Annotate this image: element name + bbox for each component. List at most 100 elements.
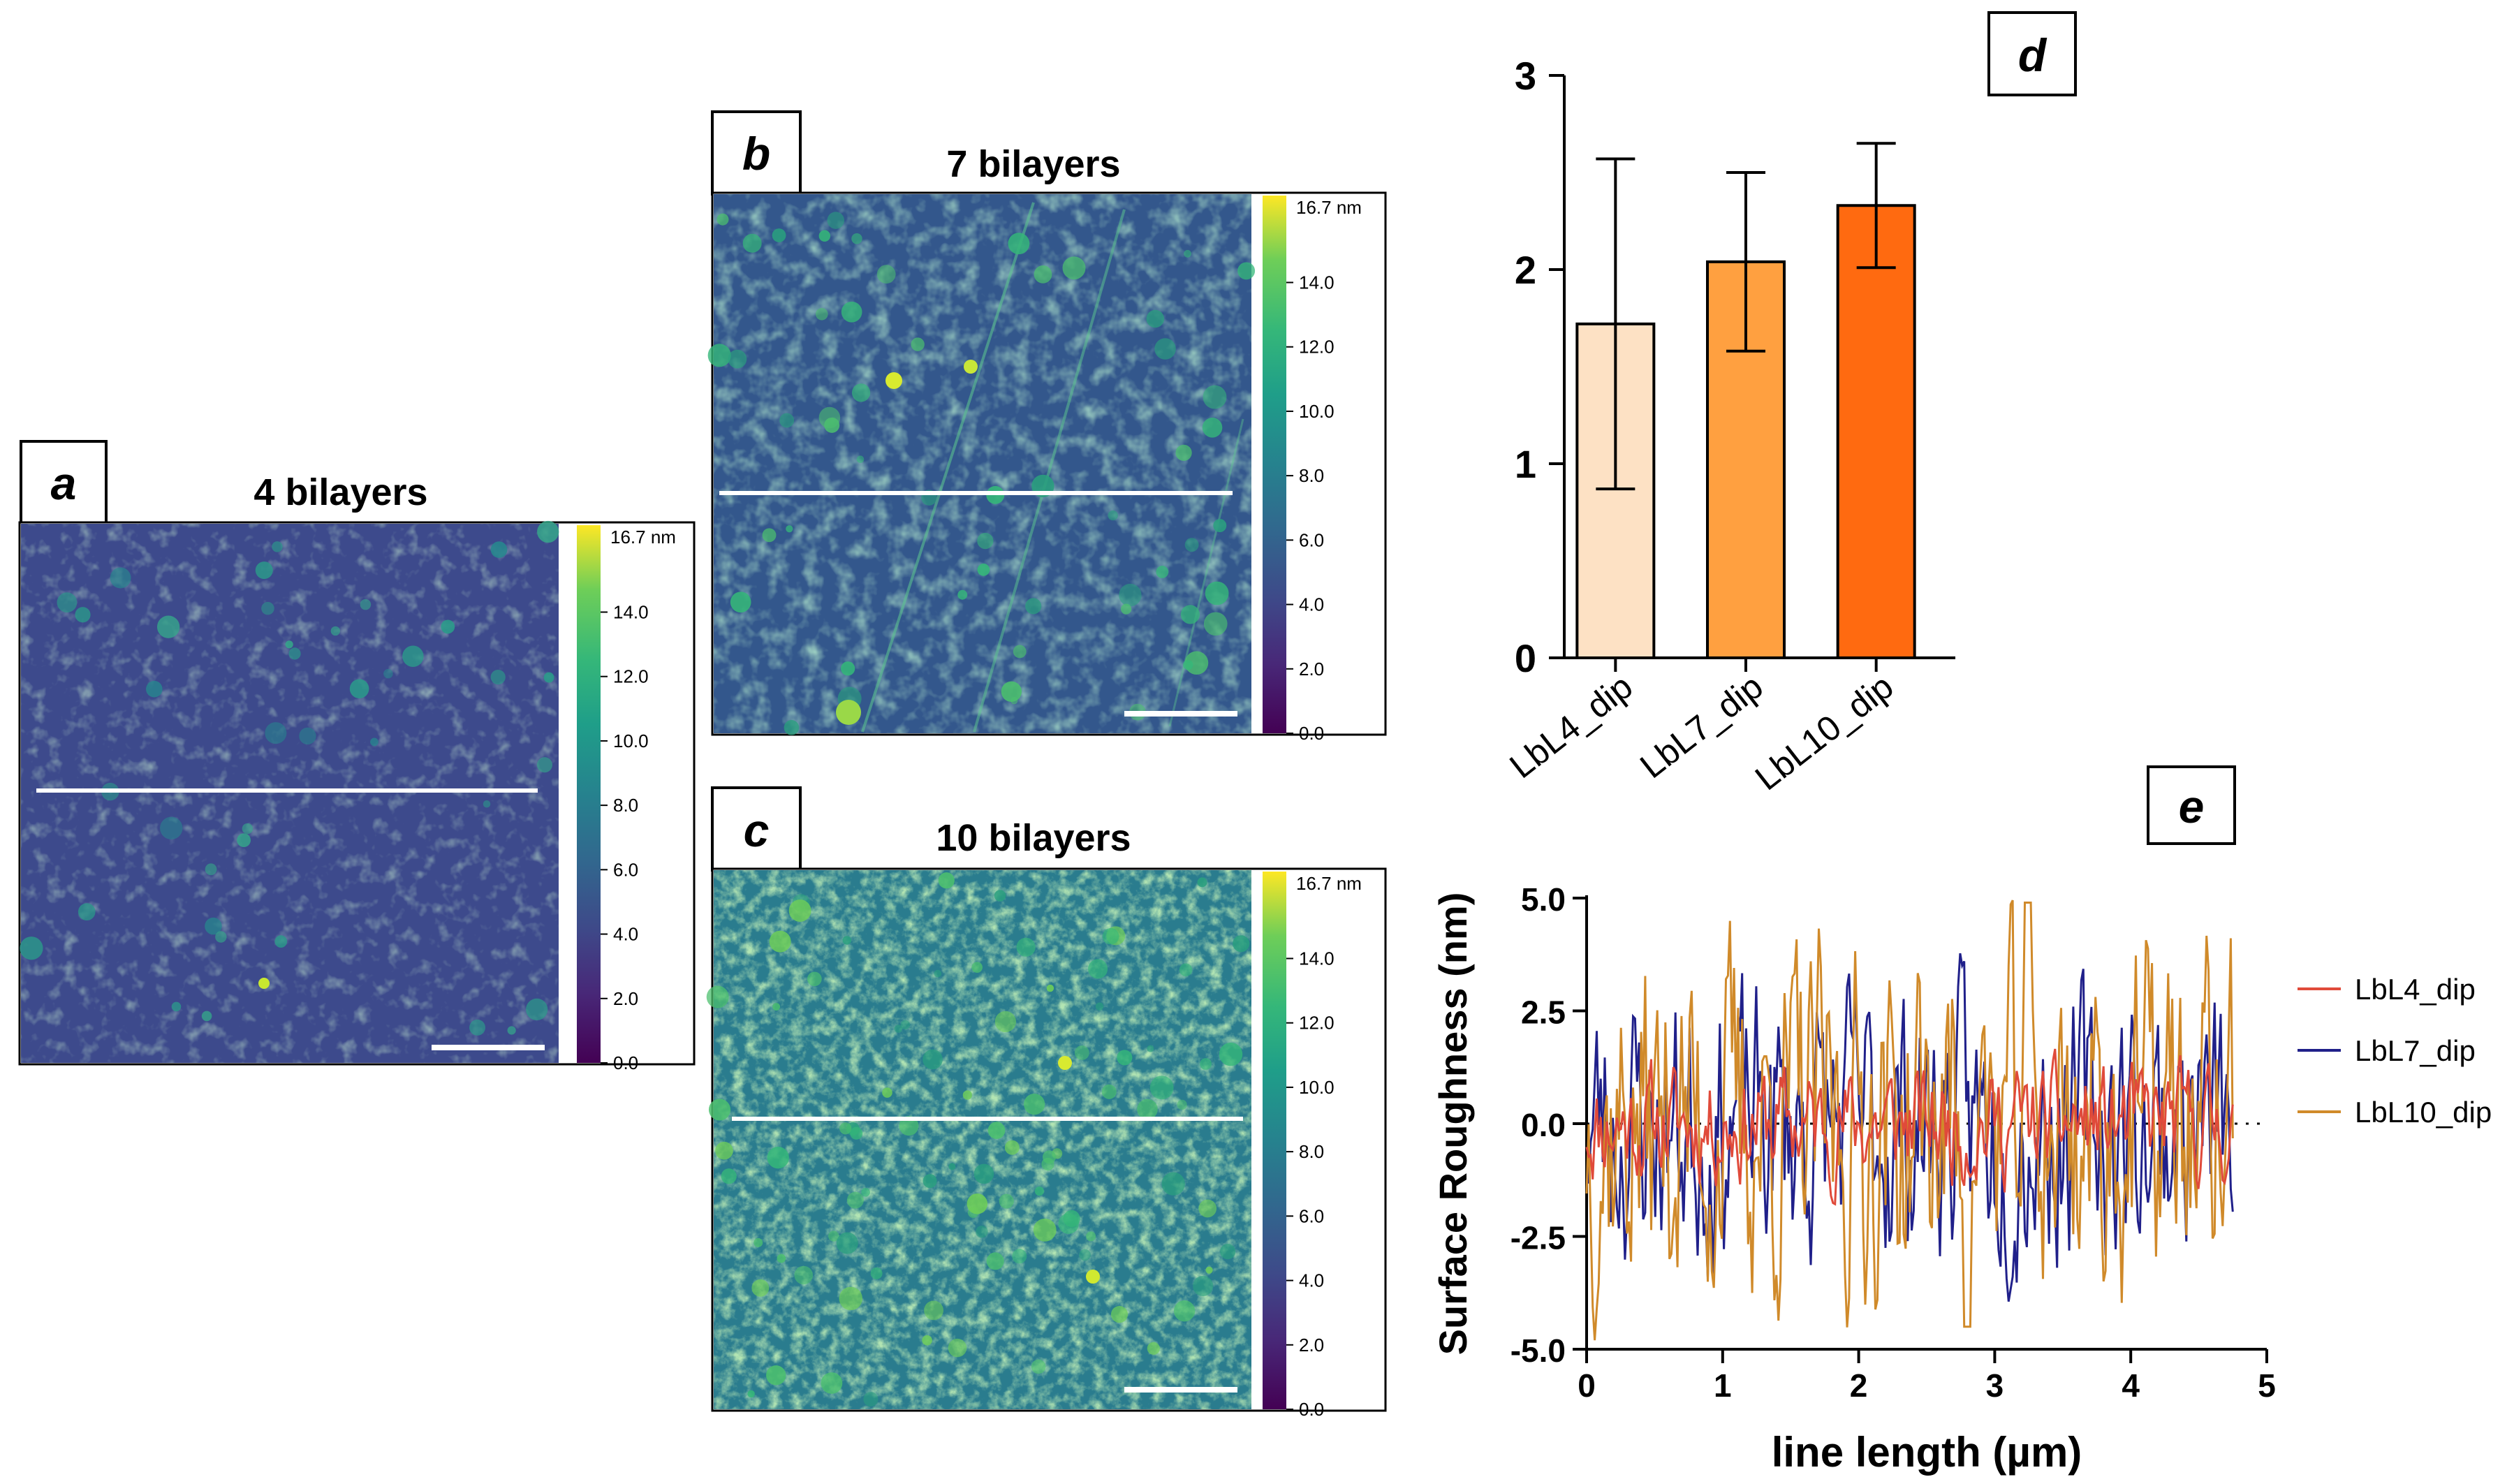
colorbar-tick-label: 14.0: [1299, 948, 1335, 969]
afm-feature: [1198, 1199, 1217, 1218]
colorbar-tick-label: 2.0: [613, 988, 638, 1009]
afm-feature: [1203, 385, 1227, 409]
afm-feature: [536, 757, 552, 773]
afm-feature: [815, 307, 828, 321]
colorbar-tick-label: 8.0: [1299, 465, 1324, 486]
colorbar-c: 16.7 nm 14.0 12.0 10.0 8.0 6.0 4.0 2.0 0.0: [1263, 872, 1362, 1420]
panel-a-letter-box: [20, 440, 108, 525]
colorbar-tick-label: 10.0: [1299, 1077, 1335, 1098]
x-tick-label: 3: [1986, 1367, 2004, 1404]
afm-feature: [146, 680, 163, 698]
afm-feature: [841, 301, 862, 323]
colorbar-tick-label: 12.0: [613, 666, 649, 687]
afm-feature: [730, 592, 751, 613]
afm-feature: [818, 230, 831, 242]
afm-feature: [1046, 984, 1054, 992]
afm-feature: [1156, 566, 1169, 578]
afm-feature: [255, 561, 273, 580]
afm-feature: [715, 1141, 733, 1160]
afm-feature: [769, 930, 791, 953]
afm-feature: [274, 935, 288, 948]
afm-feature: [402, 645, 424, 667]
colorbar-max-label: 16.7 nm: [610, 527, 676, 548]
panel-b-title: 7 bilayers: [946, 143, 1120, 185]
afm-feature: [507, 1026, 516, 1035]
afm-feature: [807, 971, 822, 987]
afm-feature: [1079, 1249, 1091, 1261]
afm-feature: [1233, 935, 1250, 953]
afm-feature: [1147, 1045, 1154, 1052]
afm-feature: [1016, 937, 1036, 957]
afm-feature: [856, 455, 865, 464]
afm-feature: [911, 337, 925, 351]
afm-feature: [1147, 1342, 1160, 1355]
afm-feature: [1010, 696, 1018, 705]
x-tick-label: 1: [1714, 1367, 1732, 1404]
afm-feature: [938, 872, 955, 889]
colorbar-a: 16.7 nm 14.0 12.0 10.0 8.0 6.0 4.0 2.0 0.0: [577, 525, 676, 1073]
afm-feature: [828, 1230, 839, 1242]
afm-feature: [1183, 659, 1193, 670]
afm-feature: [1177, 1099, 1187, 1110]
colorbar-tick-label: 2.0: [1299, 1335, 1324, 1356]
panel-d-letter: d: [2018, 29, 2048, 81]
afm-feature: [1197, 877, 1207, 888]
afm-feature: [994, 890, 1006, 902]
afm-feature: [1180, 605, 1200, 624]
series-LbL10_dip: [1585, 899, 2234, 1341]
panel-e-letter: e: [2179, 781, 2205, 832]
afm-feature: [747, 1390, 755, 1398]
afm-feature: [850, 1126, 863, 1140]
afm-feature: [1205, 1266, 1213, 1274]
afm-feature: [788, 899, 811, 922]
afm-feature: [786, 525, 793, 533]
afm-feature: [205, 863, 217, 876]
afm-feature: [156, 615, 180, 638]
colorbar-tick-label: 14.0: [1299, 272, 1335, 293]
afm-feature: [1108, 510, 1118, 521]
afm-feature: [265, 722, 287, 744]
afm-feature: [861, 1187, 870, 1197]
afm-feature: [772, 1003, 781, 1011]
afm-feature: [839, 1122, 852, 1135]
panel-b-letter: b: [742, 128, 770, 179]
afm-feature: [1033, 1218, 1057, 1242]
colorbar-max-label: 16.7 nm: [1296, 197, 1362, 218]
afm-feature: [962, 1090, 972, 1100]
afm-feature: [948, 1163, 956, 1170]
x-tick-label: LbL4_dip: [1502, 667, 1640, 786]
afm-feature: [1086, 1270, 1100, 1284]
afm-feature: [171, 1001, 182, 1012]
afm-feature: [1110, 1306, 1129, 1323]
afm-feature: [1161, 1172, 1185, 1196]
afm-feature: [285, 640, 293, 649]
afm-feature: [762, 528, 777, 543]
afm-feature: [964, 360, 978, 374]
afm-feature: [794, 1265, 814, 1285]
afm-feature: [201, 1011, 212, 1022]
afm-feature: [1237, 262, 1256, 280]
afm-feature: [1025, 598, 1042, 615]
afm-feature: [863, 1392, 879, 1407]
afm-feature: [777, 1254, 786, 1263]
afm-feature: [784, 720, 800, 735]
bar-LbL10_dip: [1836, 204, 1916, 659]
afm-feature: [922, 1335, 932, 1346]
panel-e-letter-box: [2147, 765, 2236, 845]
afm-feature: [885, 372, 902, 389]
x-tick-label: 5: [2258, 1367, 2276, 1404]
colorbar-tick-label: 8.0: [1299, 1141, 1324, 1162]
afm-feature: [827, 212, 845, 229]
y-tick-label: -2.5: [1510, 1220, 1566, 1256]
afm-feature: [1149, 1075, 1174, 1100]
afm-image-a: [20, 520, 559, 1063]
afm-feature: [977, 563, 990, 576]
afm-feature: [966, 1193, 988, 1214]
afm-feature: [261, 601, 274, 615]
afm-feature: [882, 1087, 892, 1098]
colorbar-tick-label: 10.0: [1299, 401, 1335, 422]
afm-feature: [1034, 1187, 1044, 1196]
afm-feature: [1058, 1056, 1072, 1070]
colorbar-tick-label: 12.0: [1299, 337, 1335, 358]
panel-a-letter: a: [51, 457, 77, 509]
